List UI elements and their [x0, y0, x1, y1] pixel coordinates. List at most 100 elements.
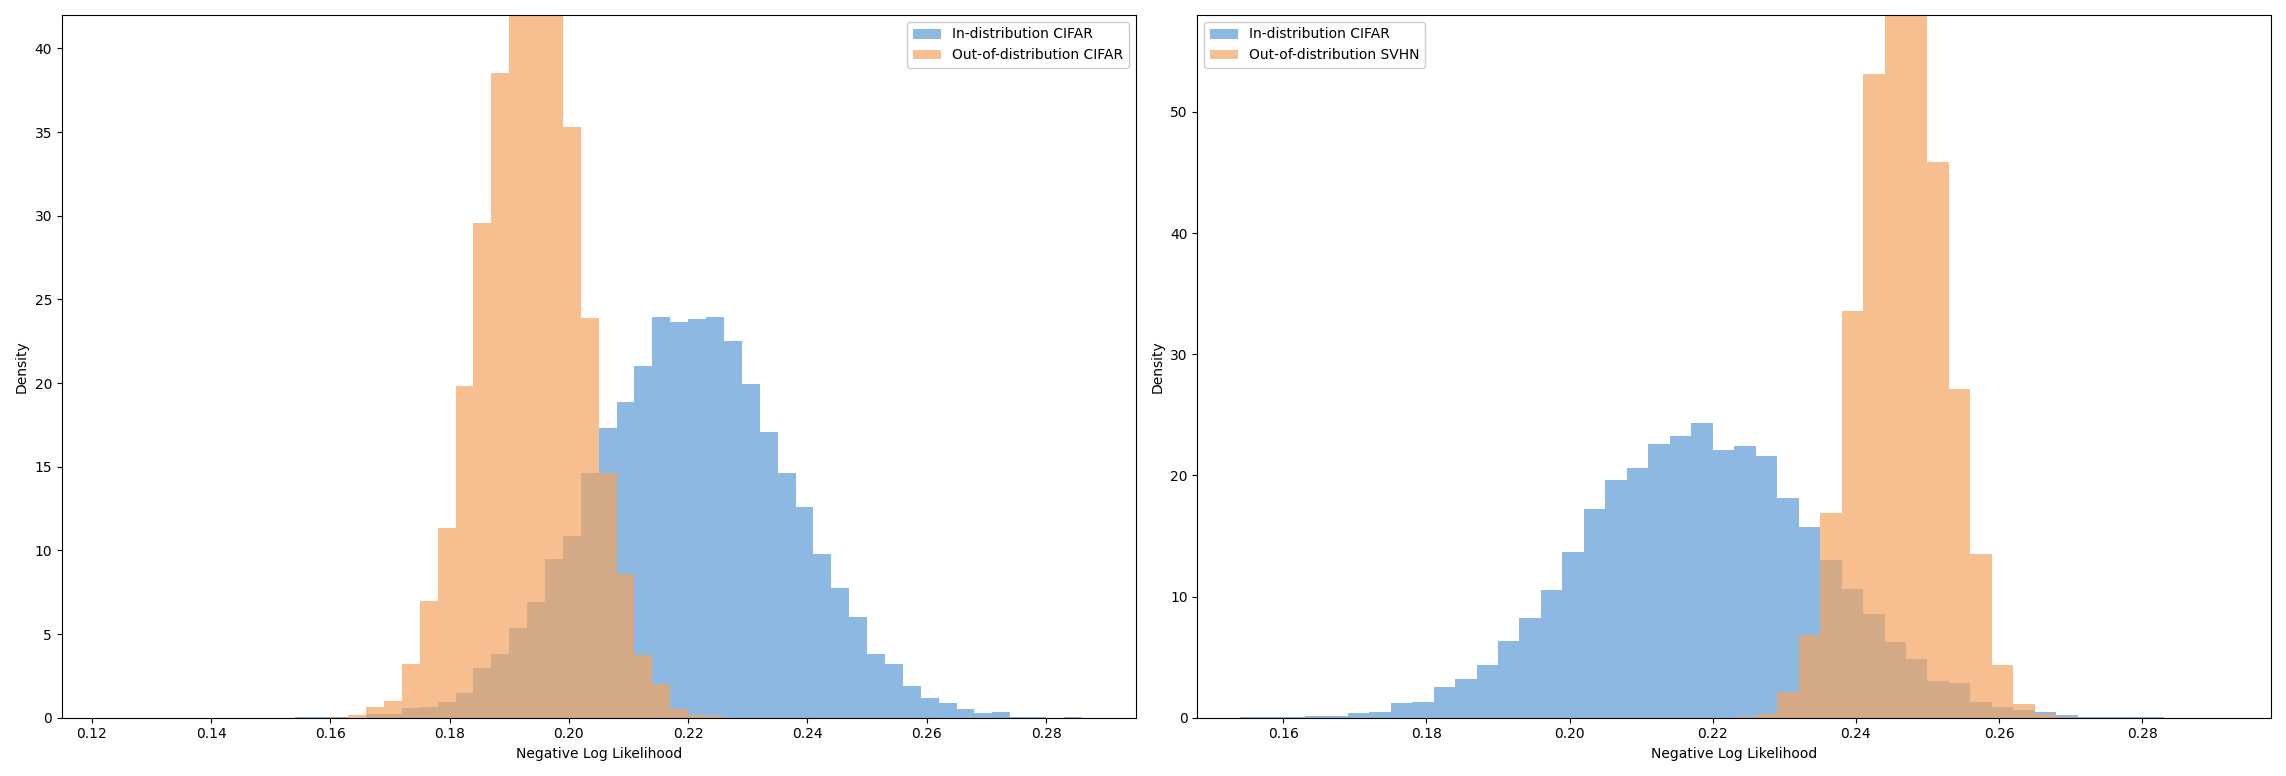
Bar — [562, 536, 581, 718]
Bar — [491, 73, 510, 718]
Bar — [510, 629, 528, 718]
Bar — [1326, 715, 1349, 718]
Bar — [1799, 527, 1820, 718]
Bar — [814, 554, 832, 718]
Bar — [1477, 665, 1497, 718]
Bar — [777, 473, 796, 718]
Bar — [528, 602, 544, 718]
Bar — [759, 432, 777, 718]
Bar — [832, 588, 848, 718]
Bar — [402, 708, 421, 718]
Bar — [992, 712, 1010, 718]
Bar — [544, 5, 562, 718]
Bar — [402, 664, 421, 718]
Bar — [1971, 554, 1991, 718]
Bar — [562, 127, 581, 718]
Bar — [2014, 704, 2035, 718]
Legend: In-distribution CIFAR, Out-of-distribution CIFAR: In-distribution CIFAR, Out-of-distributi… — [908, 22, 1129, 68]
Bar — [1863, 614, 1884, 718]
X-axis label: Negative Log Likelihood: Negative Log Likelihood — [517, 747, 681, 761]
Bar — [1584, 509, 1605, 718]
Bar — [384, 701, 402, 718]
Bar — [1820, 513, 1843, 718]
Bar — [1712, 450, 1735, 718]
Bar — [366, 707, 384, 718]
Bar — [2078, 716, 2099, 718]
Bar — [599, 473, 617, 718]
Bar — [636, 655, 652, 718]
Bar — [510, 0, 528, 718]
Bar — [1927, 681, 1950, 718]
Bar — [1907, 659, 1927, 718]
Bar — [1456, 679, 1477, 718]
Bar — [366, 715, 384, 718]
Bar — [725, 341, 743, 718]
X-axis label: Negative Log Likelihood: Negative Log Likelihood — [1650, 747, 1817, 761]
Bar — [617, 573, 636, 718]
Bar — [1991, 707, 2014, 718]
Bar — [1820, 559, 1843, 718]
Bar — [1907, 0, 1927, 718]
Bar — [347, 715, 366, 718]
Bar — [1884, 643, 1907, 718]
Bar — [437, 702, 455, 718]
Bar — [455, 693, 473, 718]
Bar — [544, 559, 562, 718]
Bar — [1063, 716, 1081, 718]
Bar — [706, 317, 725, 718]
Bar — [384, 714, 402, 718]
Bar — [921, 698, 940, 718]
Bar — [1561, 553, 1584, 718]
Bar — [1669, 436, 1692, 718]
Bar — [1991, 665, 2014, 718]
Bar — [617, 402, 636, 718]
Bar — [1628, 468, 1648, 718]
Bar — [688, 319, 706, 718]
Bar — [1282, 717, 1305, 718]
Bar — [1413, 702, 1433, 718]
Bar — [1010, 716, 1029, 718]
Bar — [956, 708, 974, 718]
Bar — [1433, 687, 1456, 718]
Bar — [2014, 709, 2035, 718]
Bar — [796, 508, 814, 718]
Bar — [1390, 703, 1413, 718]
Bar — [1971, 702, 1991, 718]
Bar — [1756, 714, 1776, 718]
Bar — [1369, 712, 1390, 718]
Bar — [1950, 390, 1971, 718]
Bar — [670, 709, 688, 718]
Legend: In-distribution CIFAR, Out-of-distribution SVHN: In-distribution CIFAR, Out-of-distributi… — [1205, 22, 1424, 68]
Bar — [1497, 640, 1520, 718]
Y-axis label: Density: Density — [16, 340, 30, 393]
Bar — [491, 653, 510, 718]
Bar — [581, 473, 599, 718]
Bar — [1843, 311, 1863, 718]
Bar — [706, 716, 725, 718]
Bar — [1349, 713, 1369, 718]
Bar — [599, 428, 617, 718]
Bar — [940, 703, 956, 718]
Bar — [1843, 589, 1863, 718]
Bar — [2099, 717, 2121, 718]
Bar — [903, 686, 921, 718]
Bar — [652, 684, 670, 718]
Bar — [1776, 692, 1799, 718]
Bar — [1305, 715, 1326, 718]
Bar — [866, 653, 885, 718]
Bar — [652, 317, 670, 718]
Y-axis label: Density: Density — [1150, 340, 1164, 393]
Bar — [1884, 0, 1907, 718]
Bar — [1648, 444, 1669, 718]
Bar — [670, 322, 688, 718]
Bar — [974, 713, 992, 718]
Bar — [1863, 74, 1884, 718]
Bar — [473, 668, 491, 718]
Bar — [1520, 618, 1541, 718]
Bar — [885, 664, 903, 718]
Bar — [313, 716, 329, 718]
Bar — [437, 528, 455, 718]
Bar — [473, 223, 491, 718]
Bar — [2057, 717, 2078, 718]
Bar — [2035, 712, 2057, 718]
